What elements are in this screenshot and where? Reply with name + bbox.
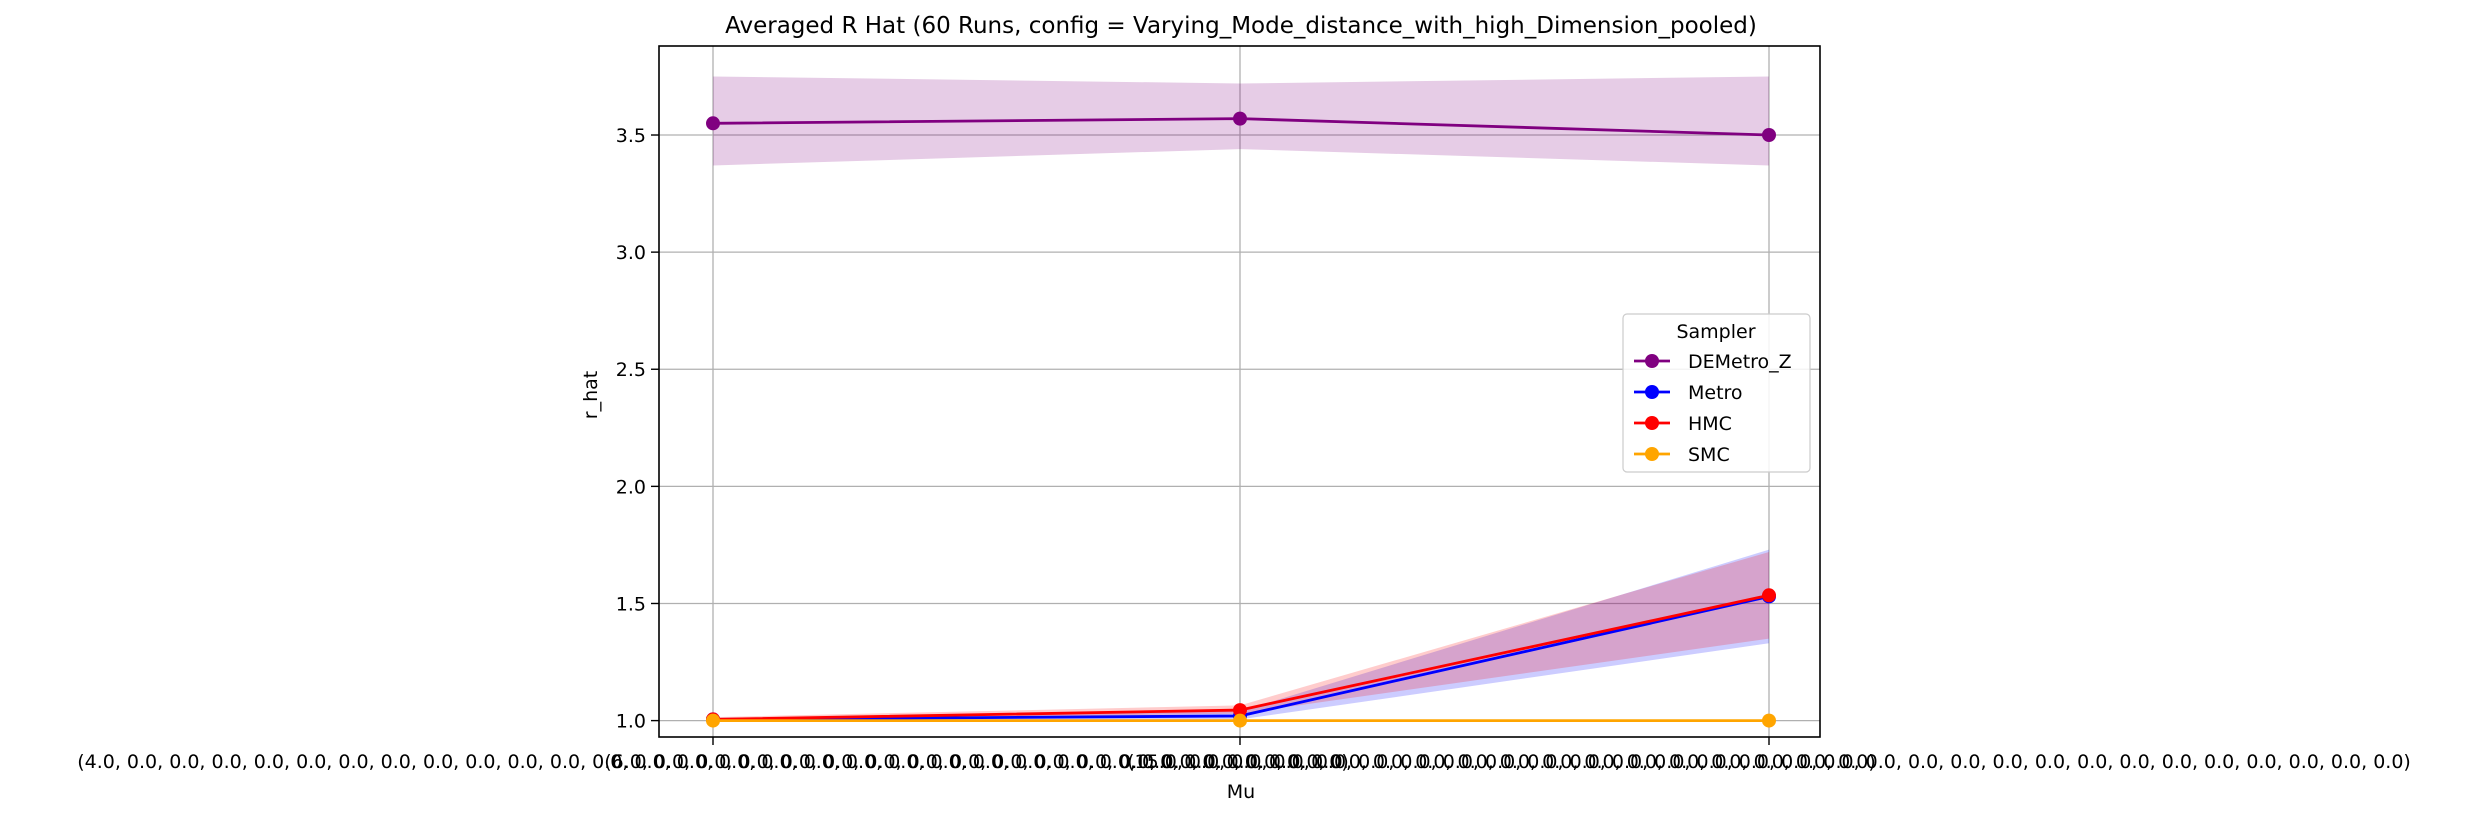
y-tick-label-5: 3.5 [616,125,646,147]
legend-title: Sampler [1676,321,1755,343]
point-SMC-0 [706,713,720,728]
point-SMC-1 [1233,713,1247,728]
y-tick-label-0: 1.0 [616,711,646,733]
legend-entries: DEMetro_Z Metro HMC SMC [1634,351,1792,466]
legend-marker-SMC [1645,447,1659,461]
legend-marker-HMC [1645,416,1659,430]
y-tick-label-4: 3.0 [616,242,646,264]
band-HMC [713,551,1769,721]
x-tick-label-2: (15.0, 0.0, 0.0, 0.0, 0.0, 0.0, 0.0, 0.0… [1127,751,2411,773]
y-tick-label-1: 1.5 [616,593,646,615]
legend-box [1622,313,1811,473]
series-lines [706,111,1776,728]
x-tick-label-0: (4.0, 0.0, 0.0, 0.0, 0.0, 0.0, 0.0, 0.0,… [77,751,1349,773]
y-tick-label-2: 2.0 [616,476,646,498]
legend-marker-Metro [1645,385,1659,399]
point-DEMetro_Z-0 [706,116,720,131]
axes: 1.0 1.5 2.0 2.5 3.0 3.5 (4.0, 0.0, 0.0, 0.0, 0… [77,45,2411,773]
legend-marker-DEMetro_Z [1645,354,1659,368]
x-axis-label: Mu [1227,781,1255,803]
band-Metro [713,549,1769,721]
legend-label-HMC: HMC [1688,413,1732,435]
legend-label-Metro: Metro [1688,382,1743,404]
point-DEMetro_Z-2 [1762,128,1776,143]
chart-title: Averaged R Hat (60 Runs, config = Varyin… [725,13,1757,39]
legend-label-SMC: SMC [1688,444,1730,466]
legend: Sampler DEMetro_Z Metro HMC SMC [1622,313,1811,473]
x-tick-label-1: (6.0, 0.0, 0.0, 0.0, 0.0, 0.0, 0.0, 0.0,… [604,751,1876,773]
point-HMC-2 [1762,588,1776,603]
point-SMC-2 [1762,713,1776,728]
y-tick-label-3: 2.5 [616,359,646,381]
point-HMC-1 [1233,703,1247,718]
point-DEMetro_Z-1 [1233,111,1247,126]
legend-label-DEMetro_Z: DEMetro_Z [1688,351,1792,373]
y-axis-label: r_hat [580,371,602,419]
